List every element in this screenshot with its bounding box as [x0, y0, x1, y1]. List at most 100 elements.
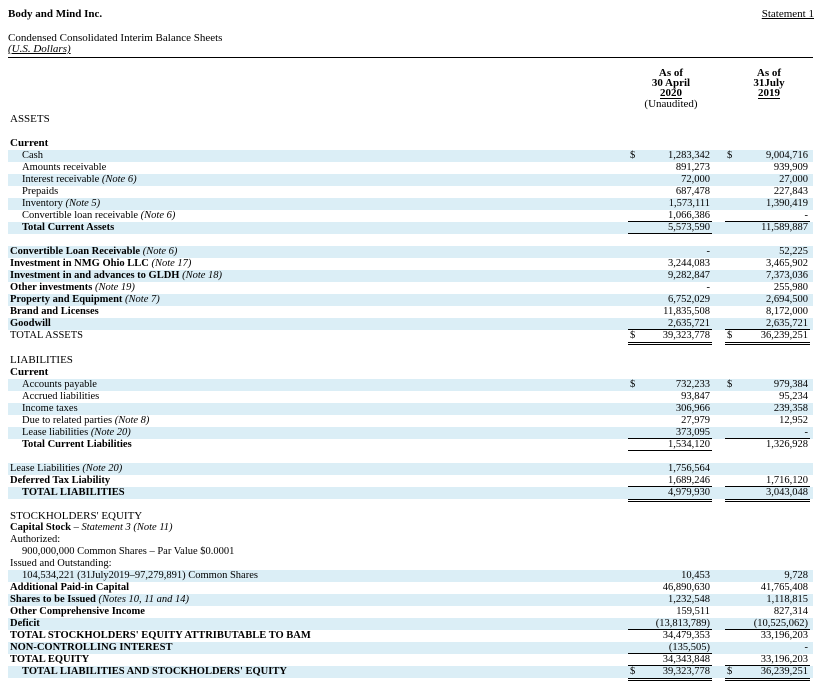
col1-line1: As of — [658, 67, 684, 79]
row-label-text: Property and Equipment — [10, 294, 123, 305]
table-row: TOTAL LIABILITIES 4,979,930 3,043,048 — [0, 487, 828, 499]
single-underline — [725, 629, 810, 630]
table-row: Convertible loan receivable (Note 6) 1,06… — [0, 210, 828, 222]
row-label: Due to related parties (Note 8) — [22, 415, 149, 427]
value-2020: 159,511 — [676, 606, 710, 617]
row-label-text: Additional Paid-in Capital — [10, 582, 130, 593]
value-2019: 255,980 — [773, 282, 808, 293]
currency-symbol: $ — [630, 379, 636, 390]
row-label: Issued and Outstanding: — [10, 558, 112, 570]
section-liabilities: LIABILITIES — [10, 354, 73, 366]
table-row: Income taxes 306,966 239,358 — [0, 403, 828, 415]
row-label-text: Due to related parties — [22, 415, 113, 426]
section-current-liabilities: Current — [10, 366, 49, 378]
company-name: Body and Mind Inc. — [8, 8, 103, 20]
col2-line2: 31July — [753, 77, 785, 89]
row-note: (Note 20) — [79, 463, 123, 474]
value-2019: 227,843 — [773, 186, 808, 197]
single-underline — [725, 221, 810, 222]
row-label-text: Income taxes — [22, 403, 78, 414]
value-2020: 891,273 — [675, 162, 710, 173]
value-2019: 11,589,887 — [761, 222, 808, 233]
column-header-2019: As of 31July 2019 — [726, 68, 812, 99]
value-2020: 1,573,111 — [668, 198, 710, 209]
value-2019: 52,225 — [779, 246, 808, 257]
value-2019: - — [804, 642, 809, 653]
single-underline — [725, 665, 810, 666]
value-2020: (13,813,789) — [655, 618, 710, 629]
value-2020: 1,756,564 — [668, 463, 710, 474]
row-shading — [8, 222, 813, 234]
row-label: 900,000,000 Common Shares – Par Value $0… — [22, 546, 234, 558]
value-2020: 5,573,590 — [668, 222, 710, 233]
table-row: Property and Equipment (Note 7) 6,752,029… — [0, 294, 828, 306]
value-2020: 1,534,120 — [668, 439, 710, 450]
row-label-text: TOTAL ASSETS — [10, 330, 83, 341]
row-label-text: TOTAL LIABILITIES — [22, 487, 125, 498]
table-row: 104,534,221 (31July2019–97,279,891) Comm… — [0, 570, 828, 582]
row-label-text: Convertible loan receivable — [22, 210, 139, 221]
value-2019: 1,390,419 — [766, 198, 808, 209]
statement-reference-link[interactable]: Statement 1 — [761, 8, 814, 20]
row-label-text: TOTAL EQUITY — [10, 654, 90, 665]
row-shading — [8, 318, 813, 330]
table-row: Total Current Liabilities 1,534,120 1,326,… — [0, 439, 828, 451]
value-2019: 239,358 — [773, 403, 808, 414]
value-2019: 827,314 — [773, 606, 808, 617]
currency-symbol: $ — [630, 666, 636, 677]
single-underline — [725, 438, 810, 439]
currency-symbol: $ — [630, 150, 636, 161]
single-underline — [628, 221, 712, 222]
row-label-text: Shares to be Issued — [10, 594, 96, 605]
value-2019: 33,196,203 — [760, 630, 808, 641]
row-label-text: 900,000,000 Common Shares – Par Value $0… — [22, 546, 235, 557]
row-note: – Statement 3 (Note 11) — [70, 522, 173, 533]
row-label-text: TOTAL LIABILITIES AND STOCKHOLDERS' EQUI… — [22, 666, 287, 677]
row-note: (Note 20) — [88, 427, 131, 438]
row-label: Accounts payable — [22, 379, 97, 391]
table-row: 900,000,000 Common Shares – Par Value $0… — [0, 546, 828, 558]
row-label-text: Interest receivable — [22, 174, 100, 185]
currency-label: (U.S. Dollars) — [8, 43, 71, 55]
row-label-text: Investment in NMG Ohio LLC — [10, 258, 149, 269]
single-underline — [628, 450, 712, 451]
value-2020: 687,478 — [675, 186, 710, 197]
section-assets: ASSETS — [10, 113, 50, 125]
table-row: TOTAL ASSETS $ $39,323,778 36,239,251 — [0, 330, 828, 342]
table-row: Convertible Loan Receivable (Note 6) - 52,… — [0, 246, 828, 258]
currency-symbol: $ — [630, 330, 636, 341]
single-underline — [628, 629, 712, 630]
row-label: Lease Liabilities (Note 20) — [10, 463, 122, 475]
table-row: Interest receivable (Note 6) 72,000 27,000 — [0, 174, 828, 186]
value-2019: 36,239,251 — [760, 330, 808, 341]
value-2019: 3,043,048 — [766, 487, 808, 498]
column-header-2020: As of 30 April 2020 (Unaudited) — [628, 67, 714, 110]
row-note: (Note 19) — [92, 282, 135, 293]
section-equity: STOCKHOLDERS' EQUITY — [10, 510, 143, 522]
table-row: Deferred Tax Liability 1,689,246 1,716,120 — [0, 475, 828, 487]
row-shading — [8, 150, 813, 162]
value-2020: 373,095 — [675, 427, 710, 438]
table-row: Total Current Assets 5,573,590 11,589,887 — [0, 222, 828, 234]
table-row: Shares to be Issued (Notes 10, 11 and 14… — [0, 594, 828, 606]
row-label-text: Deficit — [10, 618, 40, 629]
row-label-text: NON-CONTROLLING INTEREST — [10, 642, 173, 653]
currency-symbol: $ — [727, 330, 733, 341]
value-2020: 72,000 — [681, 174, 710, 185]
currency-symbol: $ — [727, 666, 733, 677]
row-label-text: Total Current Liabilities — [22, 439, 132, 450]
row-label: Other Comprehensive Income — [10, 606, 145, 618]
row-label: Convertible loan receivable (Note 6) — [22, 210, 175, 222]
row-label: Accrued liabilities — [22, 391, 99, 403]
value-2019: 33,196,203 — [760, 654, 808, 665]
col1-note: (Unaudited) — [644, 98, 698, 110]
row-label-text: Accrued liabilities — [22, 391, 100, 402]
value-2020: 10,453 — [681, 570, 710, 581]
row-label: Prepaids — [22, 186, 58, 198]
row-shading — [8, 642, 813, 654]
row-label: Convertible Loan Receivable (Note 6) — [10, 246, 177, 258]
value-2019: 41,765,408 — [760, 582, 808, 593]
value-2020: 39,323,778 — [662, 330, 710, 341]
double-underline — [628, 499, 712, 502]
row-shading — [8, 487, 813, 499]
